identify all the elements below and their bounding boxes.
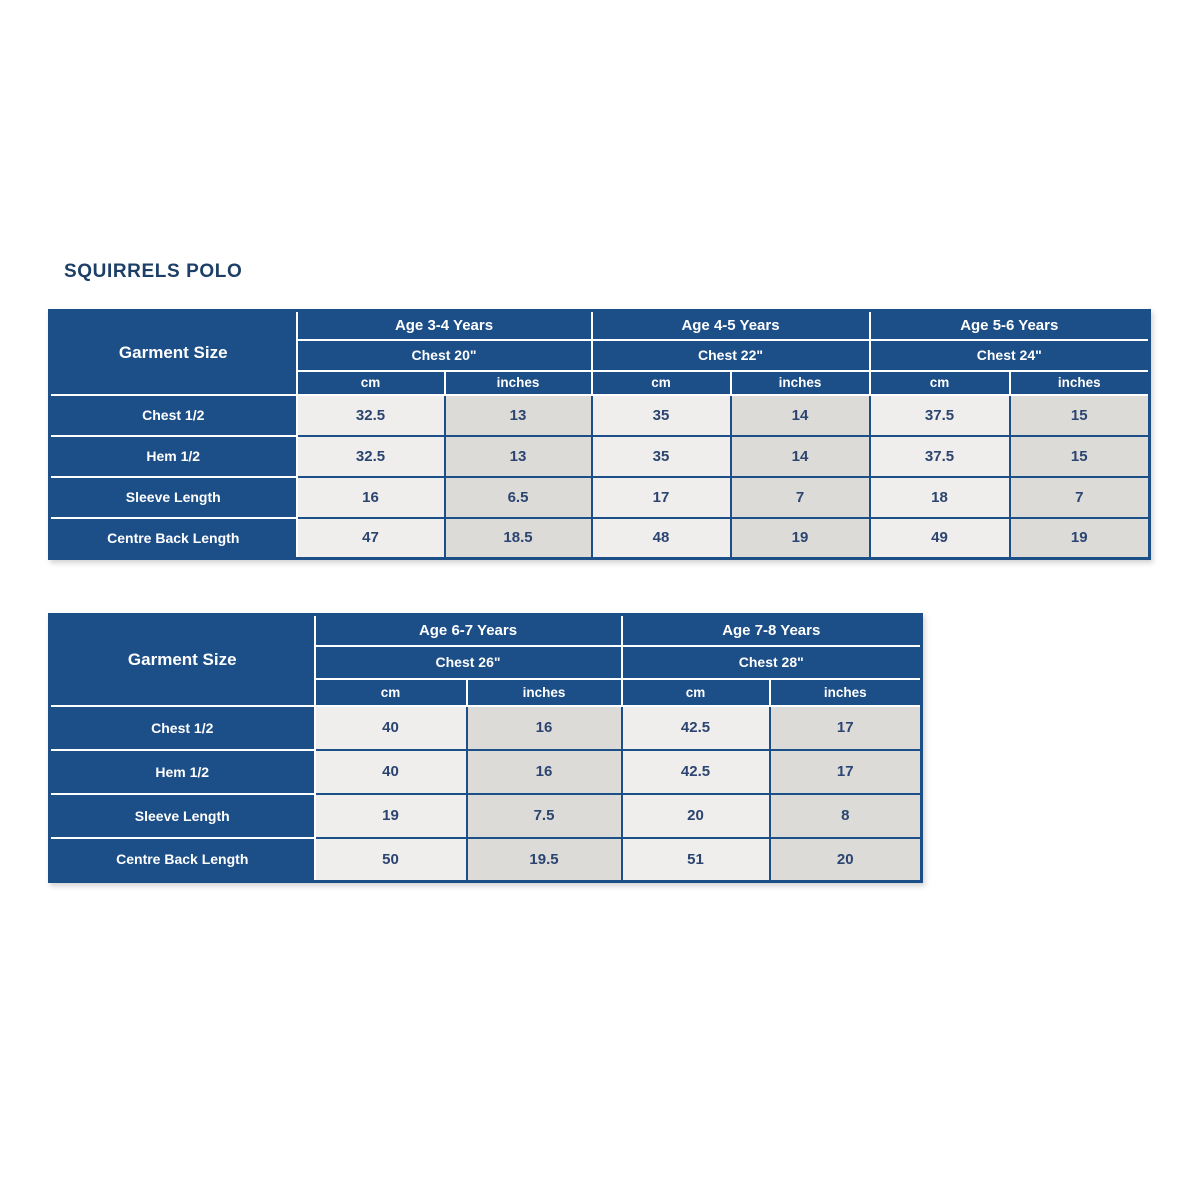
table-row: Centre Back Length 47 18.5 48 19 49 19 — [48, 516, 1151, 560]
cm-header: cm — [620, 677, 771, 707]
age-group-header: Age 7-8 Years — [620, 613, 923, 647]
inches-header: inches — [1008, 369, 1151, 396]
data-cell: 6.5 — [443, 475, 593, 519]
unit-header-row: cm inches cm inches — [50, 677, 923, 707]
chest-header-row: Chest 26" Chest 28" — [50, 644, 923, 680]
data-cell: 15 — [1008, 393, 1151, 437]
table-row: Centre Back Length 50 19.5 51 20 — [48, 836, 923, 883]
data-cell: 16 — [295, 475, 446, 519]
data-cell: 48 — [590, 516, 732, 560]
age-header-row: Garment Size Age 3-4 Years Age 4-5 Years… — [48, 309, 1151, 396]
data-cell: 20 — [620, 792, 771, 839]
size-table-ages-3-6: Garment Size Age 3-4 Years Age 4-5 Years… — [48, 309, 1151, 560]
inches-header: inches — [729, 369, 871, 396]
table-row: Chest 1/2 32.5 13 35 14 37.5 15 — [48, 393, 1151, 437]
data-cell: 7.5 — [465, 792, 623, 839]
cm-header: cm — [868, 369, 1011, 396]
data-cell: 40 — [313, 704, 468, 751]
age-group-header: Age 5-6 Years — [868, 309, 1151, 341]
row-label: Chest 1/2 — [48, 393, 298, 437]
data-cell: 13 — [443, 434, 593, 478]
data-cell: 14 — [729, 434, 871, 478]
data-cell: 7 — [1008, 475, 1151, 519]
data-cell: 18 — [868, 475, 1011, 519]
data-cell: 37.5 — [868, 393, 1011, 437]
data-cell: 35 — [590, 393, 732, 437]
data-cell: 7 — [729, 475, 871, 519]
row-label: Sleeve Length — [48, 792, 316, 839]
data-cell: 16 — [465, 748, 623, 795]
page-title: SQUIRRELS POLO — [64, 261, 243, 282]
data-cell: 20 — [768, 836, 923, 883]
row-label: Hem 1/2 — [48, 434, 298, 478]
age-group-header: Age 6-7 Years — [313, 613, 623, 647]
garment-size-header: Garment Size — [48, 309, 298, 396]
chest-size-header: Chest 26" — [313, 644, 623, 680]
size-table-ages-6-8: Garment Size Age 6-7 Years Age 7-8 Years… — [48, 613, 923, 883]
age-group-header: Age 3-4 Years — [295, 309, 593, 341]
data-cell: 19 — [1008, 516, 1151, 560]
row-label: Chest 1/2 — [48, 704, 316, 751]
data-cell: 19.5 — [465, 836, 623, 883]
data-cell: 14 — [729, 393, 871, 437]
garment-size-header: Garment Size — [48, 613, 316, 707]
table-row: Sleeve Length 16 6.5 17 7 18 7 — [48, 475, 1151, 519]
data-cell: 40 — [313, 748, 468, 795]
data-cell: 18.5 — [443, 516, 593, 560]
data-cell: 8 — [768, 792, 923, 839]
data-cell: 17 — [768, 704, 923, 751]
table-row: Hem 1/2 40 16 42.5 17 — [48, 748, 923, 795]
data-cell: 51 — [620, 836, 771, 883]
data-cell: 17 — [768, 748, 923, 795]
cm-header: cm — [590, 369, 732, 396]
table-row: Hem 1/2 32.5 13 35 14 37.5 15 — [48, 434, 1151, 478]
data-cell: 16 — [465, 704, 623, 751]
data-cell: 13 — [443, 393, 593, 437]
data-cell: 32.5 — [295, 434, 446, 478]
cm-header: cm — [313, 677, 468, 707]
inches-header: inches — [465, 677, 623, 707]
cm-header: cm — [295, 369, 446, 396]
row-label: Centre Back Length — [48, 836, 316, 883]
inches-header: inches — [768, 677, 923, 707]
data-cell: 19 — [729, 516, 871, 560]
data-cell: 49 — [868, 516, 1011, 560]
data-cell: 42.5 — [620, 704, 771, 751]
data-cell: 37.5 — [868, 434, 1011, 478]
unit-header-row: cm inches cm inches cm inches — [50, 369, 1151, 396]
chest-size-header: Chest 28" — [620, 644, 923, 680]
table-row: Chest 1/2 40 16 42.5 17 — [48, 704, 923, 751]
chest-header-row: Chest 20" Chest 22" Chest 24" — [50, 338, 1151, 372]
chest-size-header: Chest 22" — [590, 338, 871, 372]
chest-size-header: Chest 20" — [295, 338, 593, 372]
row-label: Centre Back Length — [48, 516, 298, 560]
inches-header: inches — [443, 369, 593, 396]
chest-size-header: Chest 24" — [868, 338, 1151, 372]
row-label: Hem 1/2 — [48, 748, 316, 795]
row-label: Sleeve Length — [48, 475, 298, 519]
data-cell: 15 — [1008, 434, 1151, 478]
data-cell: 17 — [590, 475, 732, 519]
data-cell: 50 — [313, 836, 468, 883]
data-cell: 32.5 — [295, 393, 446, 437]
data-cell: 47 — [295, 516, 446, 560]
age-header-row: Garment Size Age 6-7 Years Age 7-8 Years — [48, 613, 923, 707]
data-cell: 35 — [590, 434, 732, 478]
age-group-header: Age 4-5 Years — [590, 309, 871, 341]
data-cell: 42.5 — [620, 748, 771, 795]
data-cell: 19 — [313, 792, 468, 839]
table-row: Sleeve Length 19 7.5 20 8 — [48, 792, 923, 839]
